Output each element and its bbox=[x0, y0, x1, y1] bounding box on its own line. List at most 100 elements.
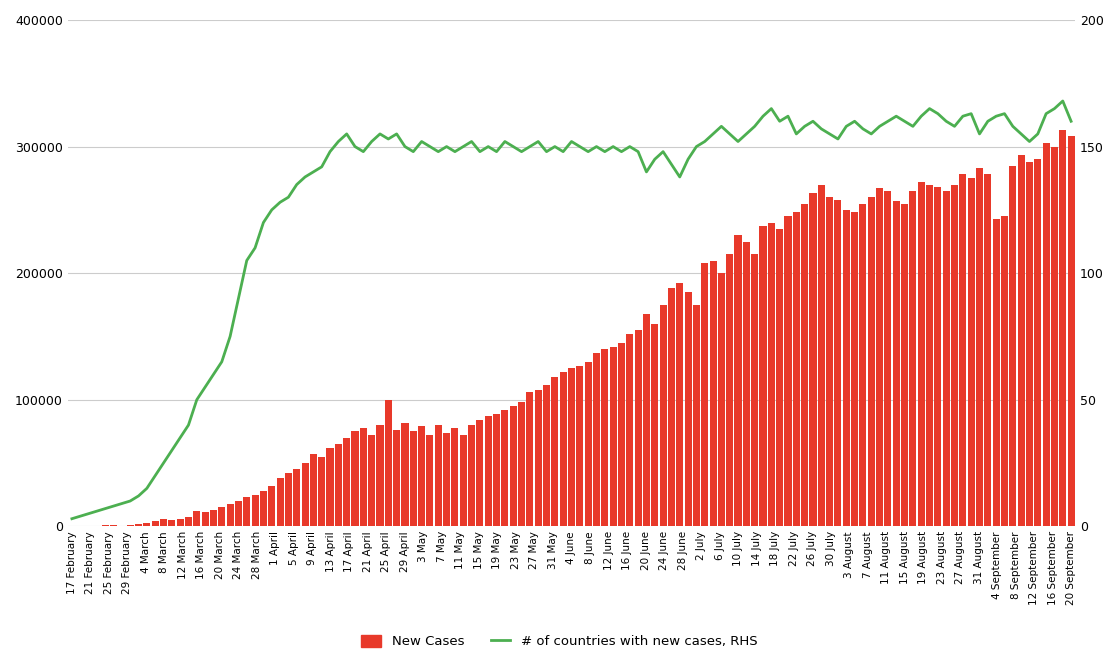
Bar bbox=[568, 368, 575, 526]
Bar bbox=[702, 263, 708, 526]
Bar bbox=[1026, 162, 1033, 526]
Bar bbox=[468, 425, 476, 526]
Bar bbox=[501, 410, 508, 526]
Bar bbox=[734, 235, 742, 526]
Bar bbox=[918, 182, 924, 526]
Bar bbox=[1034, 159, 1042, 526]
Bar bbox=[601, 349, 609, 526]
Bar bbox=[160, 520, 167, 526]
Bar bbox=[809, 193, 817, 526]
Bar bbox=[685, 292, 692, 526]
Bar bbox=[410, 432, 417, 526]
Bar bbox=[743, 241, 750, 526]
Bar bbox=[460, 435, 467, 526]
Bar bbox=[618, 343, 626, 526]
Bar bbox=[777, 229, 783, 526]
Bar bbox=[168, 520, 176, 526]
Bar bbox=[293, 470, 300, 526]
Bar bbox=[368, 435, 375, 526]
Bar bbox=[351, 432, 358, 526]
Bar bbox=[668, 288, 675, 526]
Bar bbox=[143, 522, 150, 526]
Bar bbox=[751, 254, 759, 526]
Bar bbox=[285, 473, 292, 526]
Bar bbox=[876, 188, 883, 526]
Bar bbox=[627, 334, 633, 526]
Bar bbox=[376, 425, 384, 526]
Bar bbox=[535, 390, 542, 526]
Bar bbox=[243, 497, 251, 526]
Bar bbox=[760, 226, 767, 526]
Bar bbox=[477, 420, 483, 526]
Bar bbox=[152, 522, 159, 526]
Bar bbox=[818, 185, 825, 526]
Bar bbox=[235, 501, 242, 526]
Bar bbox=[318, 457, 326, 526]
Bar bbox=[194, 511, 200, 526]
Bar bbox=[385, 400, 392, 526]
Bar bbox=[276, 478, 283, 526]
Bar bbox=[859, 203, 866, 526]
Bar bbox=[676, 283, 684, 526]
Bar bbox=[252, 495, 258, 526]
Legend: New Cases, # of countries with new cases, RHS: New Cases, # of countries with new cases… bbox=[356, 630, 763, 654]
Bar bbox=[1043, 143, 1050, 526]
Bar bbox=[419, 426, 425, 526]
Bar bbox=[726, 254, 733, 526]
Bar bbox=[201, 512, 208, 526]
Bar bbox=[867, 197, 875, 526]
Bar bbox=[959, 175, 967, 526]
Bar bbox=[218, 508, 225, 526]
Bar bbox=[185, 518, 192, 526]
Bar bbox=[709, 261, 716, 526]
Bar bbox=[826, 197, 834, 526]
Bar bbox=[718, 273, 725, 526]
Bar bbox=[985, 175, 991, 526]
Bar bbox=[835, 199, 841, 526]
Bar bbox=[768, 223, 774, 526]
Bar bbox=[968, 178, 975, 526]
Bar bbox=[1060, 130, 1066, 526]
Bar bbox=[226, 504, 234, 526]
Bar bbox=[784, 216, 791, 526]
Bar bbox=[543, 385, 551, 526]
Bar bbox=[576, 366, 583, 526]
Bar bbox=[951, 185, 958, 526]
Bar bbox=[335, 444, 342, 526]
Bar bbox=[269, 486, 275, 526]
Bar bbox=[792, 212, 800, 526]
Bar bbox=[402, 422, 408, 526]
Bar bbox=[443, 433, 450, 526]
Bar bbox=[1068, 137, 1074, 526]
Bar bbox=[526, 392, 534, 526]
Bar bbox=[942, 191, 950, 526]
Bar bbox=[659, 305, 667, 526]
Bar bbox=[451, 428, 459, 526]
Bar bbox=[301, 463, 309, 526]
Bar bbox=[993, 219, 999, 526]
Bar bbox=[426, 435, 433, 526]
Bar bbox=[493, 414, 500, 526]
Bar bbox=[360, 428, 367, 526]
Bar bbox=[593, 353, 600, 526]
Bar bbox=[801, 203, 808, 526]
Bar bbox=[552, 377, 558, 526]
Bar bbox=[927, 185, 933, 526]
Bar bbox=[310, 454, 317, 526]
Bar bbox=[1002, 216, 1008, 526]
Bar bbox=[327, 448, 333, 526]
Bar bbox=[893, 201, 900, 526]
Bar bbox=[1051, 147, 1057, 526]
Bar bbox=[584, 362, 592, 526]
Bar bbox=[634, 330, 641, 526]
Bar bbox=[843, 210, 849, 526]
Bar bbox=[1009, 165, 1016, 526]
Bar bbox=[1017, 155, 1025, 526]
Bar bbox=[210, 510, 217, 526]
Bar bbox=[884, 191, 892, 526]
Bar bbox=[651, 323, 658, 526]
Bar bbox=[393, 430, 401, 526]
Bar bbox=[901, 203, 909, 526]
Bar bbox=[485, 416, 491, 526]
Bar bbox=[693, 305, 700, 526]
